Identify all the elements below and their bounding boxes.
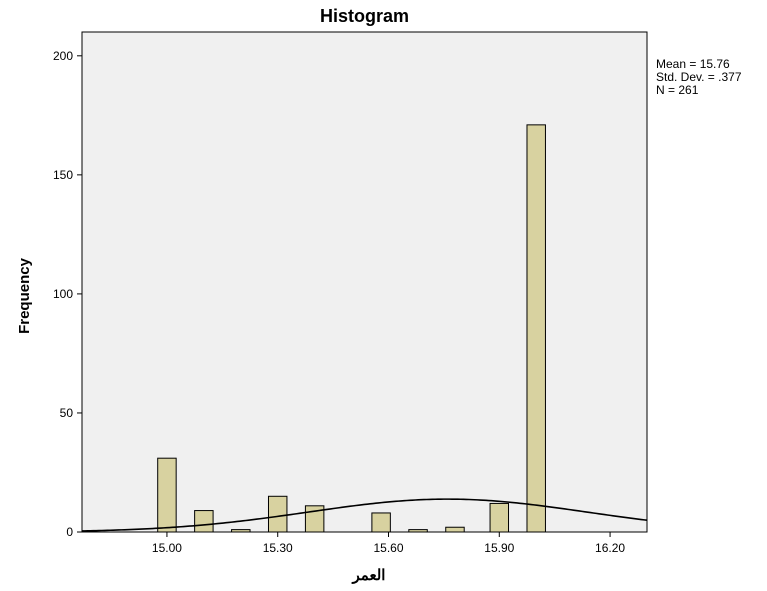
y-tick-label: 50 [60,406,74,420]
y-tick-label: 150 [53,168,73,182]
y-tick-label: 200 [53,49,73,63]
histogram-bar [371,512,391,533]
plot-area [82,32,647,532]
histogram-bar [194,510,214,533]
x-axis-title: العمر [352,567,386,584]
y-tick-label: 0 [66,525,73,539]
x-tick-label: 16.20 [595,541,625,555]
histogram-bar [489,502,510,533]
x-tick-label: 15.90 [484,541,514,555]
summary-stats: Mean = 15.76 Std. Dev. = .377 N = 261 [656,58,742,97]
chart-title: Histogram [320,6,409,26]
x-tick-label: 15.00 [152,541,182,555]
stat-sd: Std. Dev. = .377 [656,70,742,84]
y-tick-label: 100 [53,287,73,301]
stat-mean: Mean = 15.76 [656,57,730,71]
plot-frame [81,31,648,533]
histogram-bar [267,495,288,533]
x-tick-label: 15.60 [373,541,403,555]
histogram-bar [526,124,546,533]
x-tick-label: 15.30 [263,541,293,555]
y-axis-title: Frequency [16,257,33,334]
histogram-bar [445,526,465,533]
histogram-bar [157,457,177,533]
stat-n: N = 261 [656,83,699,97]
normal-curve [81,498,648,532]
